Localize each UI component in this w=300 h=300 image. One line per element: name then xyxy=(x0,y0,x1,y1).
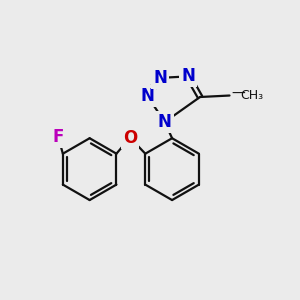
Text: F: F xyxy=(52,128,64,146)
Text: O: O xyxy=(123,129,137,147)
Text: N: N xyxy=(181,68,195,85)
Text: N: N xyxy=(158,113,172,131)
Text: N: N xyxy=(140,86,154,104)
Text: —: — xyxy=(231,87,245,101)
Text: N: N xyxy=(153,69,167,87)
Text: CH₃: CH₃ xyxy=(240,89,263,102)
